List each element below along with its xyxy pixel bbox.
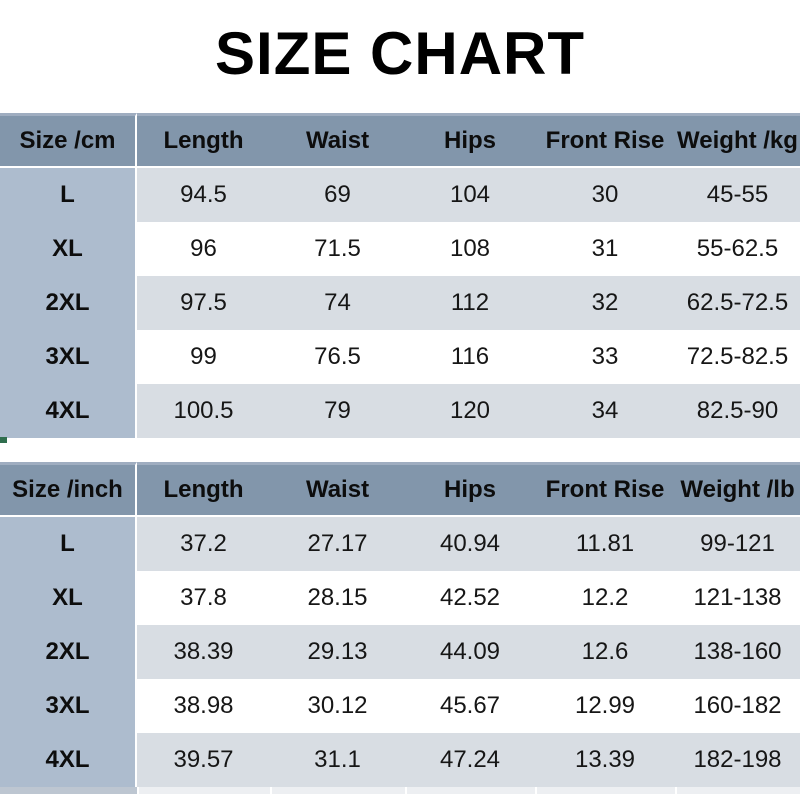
cell-value: 55-62.5	[675, 222, 800, 276]
size-label: XL	[0, 571, 137, 625]
size-label: 3XL	[0, 679, 137, 733]
size-label: 2XL	[0, 625, 137, 679]
cell-value: 40.94	[405, 517, 535, 571]
cell-value: 45-55	[675, 168, 800, 222]
cell-value: 116	[405, 330, 535, 384]
table-row: L 37.2 27.17 40.94 11.81 99-121	[0, 517, 800, 571]
cell-value: 28.15	[270, 571, 405, 625]
size-label: 4XL	[0, 384, 137, 438]
partial-cell	[537, 787, 675, 794]
cell-value: 30	[535, 168, 675, 222]
col-header-waist: Waist	[270, 113, 405, 168]
table-row: XL 96 71.5 108 31 55-62.5	[0, 222, 800, 276]
size-label: L	[0, 168, 137, 222]
cell-value: 112	[405, 276, 535, 330]
size-label: XL	[0, 222, 137, 276]
col-header-front-rise: Front Rise	[535, 462, 675, 517]
partial-next-row	[0, 787, 800, 794]
cell-value: 71.5	[270, 222, 405, 276]
cell-value: 76.5	[270, 330, 405, 384]
cell-value: 138-160	[675, 625, 800, 679]
size-label: 4XL	[0, 733, 137, 787]
cell-value: 33	[535, 330, 675, 384]
cell-value: 12.2	[535, 571, 675, 625]
cell-value: 12.6	[535, 625, 675, 679]
col-header-size-cm: Size /cm	[0, 113, 137, 168]
size-label: L	[0, 517, 137, 571]
cell-value: 30.12	[270, 679, 405, 733]
table-row: 4XL 39.57 31.1 47.24 13.39 182-198	[0, 733, 800, 787]
cell-value: 97.5	[137, 276, 270, 330]
table-row: 2XL 38.39 29.13 44.09 12.6 138-160	[0, 625, 800, 679]
partial-cell	[139, 787, 270, 794]
partial-cell	[407, 787, 535, 794]
col-header-hips: Hips	[405, 462, 535, 517]
cell-value: 96	[137, 222, 270, 276]
cell-value: 160-182	[675, 679, 800, 733]
col-header-waist: Waist	[270, 462, 405, 517]
cell-value: 38.98	[137, 679, 270, 733]
col-header-front-rise: Front Rise	[535, 113, 675, 168]
page-title: SIZE CHART	[215, 20, 585, 87]
size-table-inch: Size /inch Length Waist Hips Front Rise …	[0, 462, 800, 787]
cell-value: 47.24	[405, 733, 535, 787]
cell-value: 104	[405, 168, 535, 222]
cell-value: 62.5-72.5	[675, 276, 800, 330]
partial-cell	[272, 787, 405, 794]
cell-value: 29.13	[270, 625, 405, 679]
table-row: XL 37.8 28.15 42.52 12.2 121-138	[0, 571, 800, 625]
cell-value: 120	[405, 384, 535, 438]
table-row: 2XL 97.5 74 112 32 62.5-72.5	[0, 276, 800, 330]
col-header-weight-lb: Weight /lb	[675, 462, 800, 517]
cell-value: 94.5	[137, 168, 270, 222]
col-header-length: Length	[137, 462, 270, 517]
cell-value: 79	[270, 384, 405, 438]
cell-value: 32	[535, 276, 675, 330]
cell-value: 34	[535, 384, 675, 438]
table-row: 3XL 38.98 30.12 45.67 12.99 160-182	[0, 679, 800, 733]
cell-value: 38.39	[137, 625, 270, 679]
cell-value: 11.81	[535, 517, 675, 571]
col-header-hips: Hips	[405, 113, 535, 168]
cell-value: 31.1	[270, 733, 405, 787]
size-label: 2XL	[0, 276, 137, 330]
cell-value: 39.57	[137, 733, 270, 787]
cell-value: 74	[270, 276, 405, 330]
cell-value: 182-198	[675, 733, 800, 787]
cell-value: 37.2	[137, 517, 270, 571]
cell-value: 99	[137, 330, 270, 384]
cell-value: 13.39	[535, 733, 675, 787]
cell-value: 12.99	[535, 679, 675, 733]
col-header-weight-kg: Weight /kg	[675, 113, 800, 168]
cell-value: 82.5-90	[675, 384, 800, 438]
cell-value: 69	[270, 168, 405, 222]
cell-value: 44.09	[405, 625, 535, 679]
cell-value: 121-138	[675, 571, 800, 625]
size-label: 3XL	[0, 330, 137, 384]
cell-value: 42.52	[405, 571, 535, 625]
cell-value: 45.67	[405, 679, 535, 733]
cell-value: 27.17	[270, 517, 405, 571]
table-row: L 94.5 69 104 30 45-55	[0, 168, 800, 222]
table-row: 3XL 99 76.5 116 33 72.5-82.5	[0, 330, 800, 384]
cell-value: 99-121	[675, 517, 800, 571]
cell-value: 72.5-82.5	[675, 330, 800, 384]
header-row-inch: Size /inch Length Waist Hips Front Rise …	[0, 462, 800, 517]
col-header-size-inch: Size /inch	[0, 462, 137, 517]
cell-value: 108	[405, 222, 535, 276]
cell-value: 37.8	[137, 571, 270, 625]
col-header-length: Length	[137, 113, 270, 168]
cell-value: 31	[535, 222, 675, 276]
table-row: 4XL 100.5 79 120 34 82.5-90	[0, 384, 800, 438]
size-table-cm: Size /cm Length Waist Hips Front Rise We…	[0, 113, 800, 438]
partial-cell	[677, 787, 800, 794]
cell-value: 100.5	[137, 384, 270, 438]
table-corner-dot	[0, 437, 7, 443]
partial-cell	[0, 787, 137, 794]
header-row-cm: Size /cm Length Waist Hips Front Rise We…	[0, 113, 800, 168]
